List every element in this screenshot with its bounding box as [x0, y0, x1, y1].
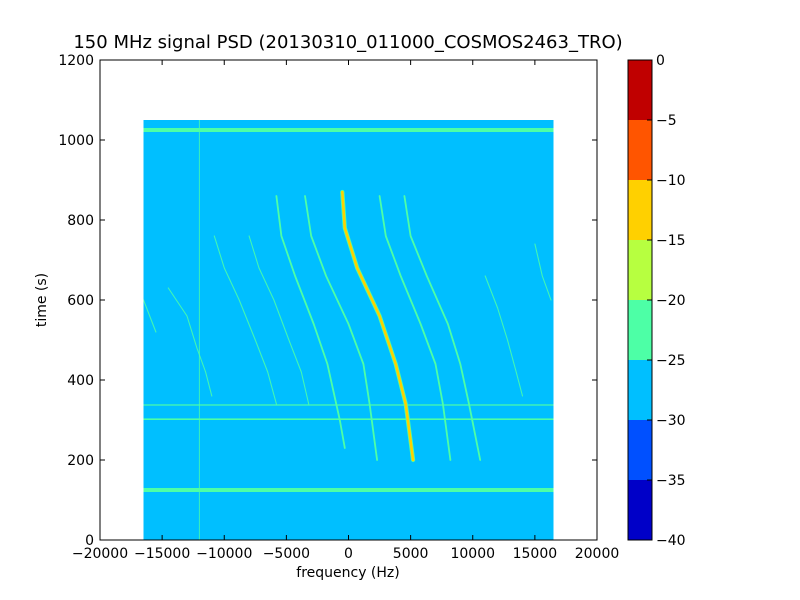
colorbar-band	[628, 480, 652, 540]
y-tick-label: 200	[67, 453, 94, 469]
x-axis: −20000 −15000 −10000 −5000 0 5000 10000 15000 20…	[72, 60, 619, 562]
y-axis: 0 200 400 600 800 1000 1200	[58, 53, 597, 549]
colorbar-band	[628, 120, 652, 180]
colorbar-band	[628, 60, 652, 120]
trace-carrier	[340, 190, 415, 462]
colorbar-tick-label: −5	[656, 113, 677, 129]
trace-faint-4	[143, 299, 157, 333]
x-tick-label: −20000	[72, 546, 128, 562]
colorbar-band	[628, 420, 652, 480]
y-axis-label: time (s)	[34, 273, 50, 327]
colorbar-tick-label: −20	[656, 293, 686, 309]
trace-faint-5	[484, 275, 524, 397]
x-axis-label: frequency (Hz)	[296, 565, 399, 581]
x-tick-label: 5000	[393, 546, 429, 562]
y-tick-label: 600	[67, 293, 94, 309]
trace-sideband-1	[304, 195, 379, 461]
colorbar-band	[628, 360, 652, 420]
x-tick-label: 15000	[513, 546, 558, 562]
spectrogram-image	[143, 120, 554, 540]
colorbar: 0 −5 −10 −15 −20 −25 −30 −35 −40	[627, 53, 686, 549]
colorbar-tick-label: −35	[656, 473, 686, 489]
trace-sideband-2	[275, 195, 346, 449]
x-tick-label: 0	[344, 546, 353, 562]
y-tick-label: 400	[67, 373, 94, 389]
colorbar-band	[628, 180, 652, 240]
y-tick-label: 1000	[58, 133, 94, 149]
horizontal-band	[143, 488, 554, 492]
x-tick-label: 20000	[575, 546, 620, 562]
colorbar-tick-label: −25	[656, 353, 686, 369]
x-tick-label: −10000	[196, 546, 252, 562]
horizontal-band	[143, 418, 554, 420]
x-tick-label: −15000	[134, 546, 190, 562]
colorbar-tick-label: −15	[656, 233, 686, 249]
trace-faint-6	[534, 243, 552, 301]
colorbar-band	[628, 300, 652, 360]
horizontal-band	[143, 404, 554, 406]
chart-title: 150 MHz signal PSD (20130310_011000_COSM…	[73, 32, 622, 53]
colorbar-tick-label: −40	[656, 533, 686, 549]
x-tick-label: 10000	[450, 546, 495, 562]
y-tick-label: 0	[85, 533, 94, 549]
trace-faint-1	[213, 235, 277, 405]
trace-sideband-3	[378, 195, 452, 461]
y-tick-label: 1200	[58, 53, 94, 69]
y-tick-label: 800	[67, 213, 94, 229]
colorbar-tick-label: 0	[656, 53, 665, 69]
colorbar-tick-label: −10	[656, 173, 686, 189]
x-tick-label: −5000	[263, 546, 310, 562]
spectrogram-background	[143, 120, 554, 540]
trace-faint-2	[248, 235, 310, 405]
colorbar-band	[628, 240, 652, 300]
trace-sideband-4	[403, 195, 482, 461]
horizontal-band	[143, 128, 554, 132]
trace-faint-3	[167, 287, 213, 397]
colorbar-tick-label: −30	[656, 413, 686, 429]
